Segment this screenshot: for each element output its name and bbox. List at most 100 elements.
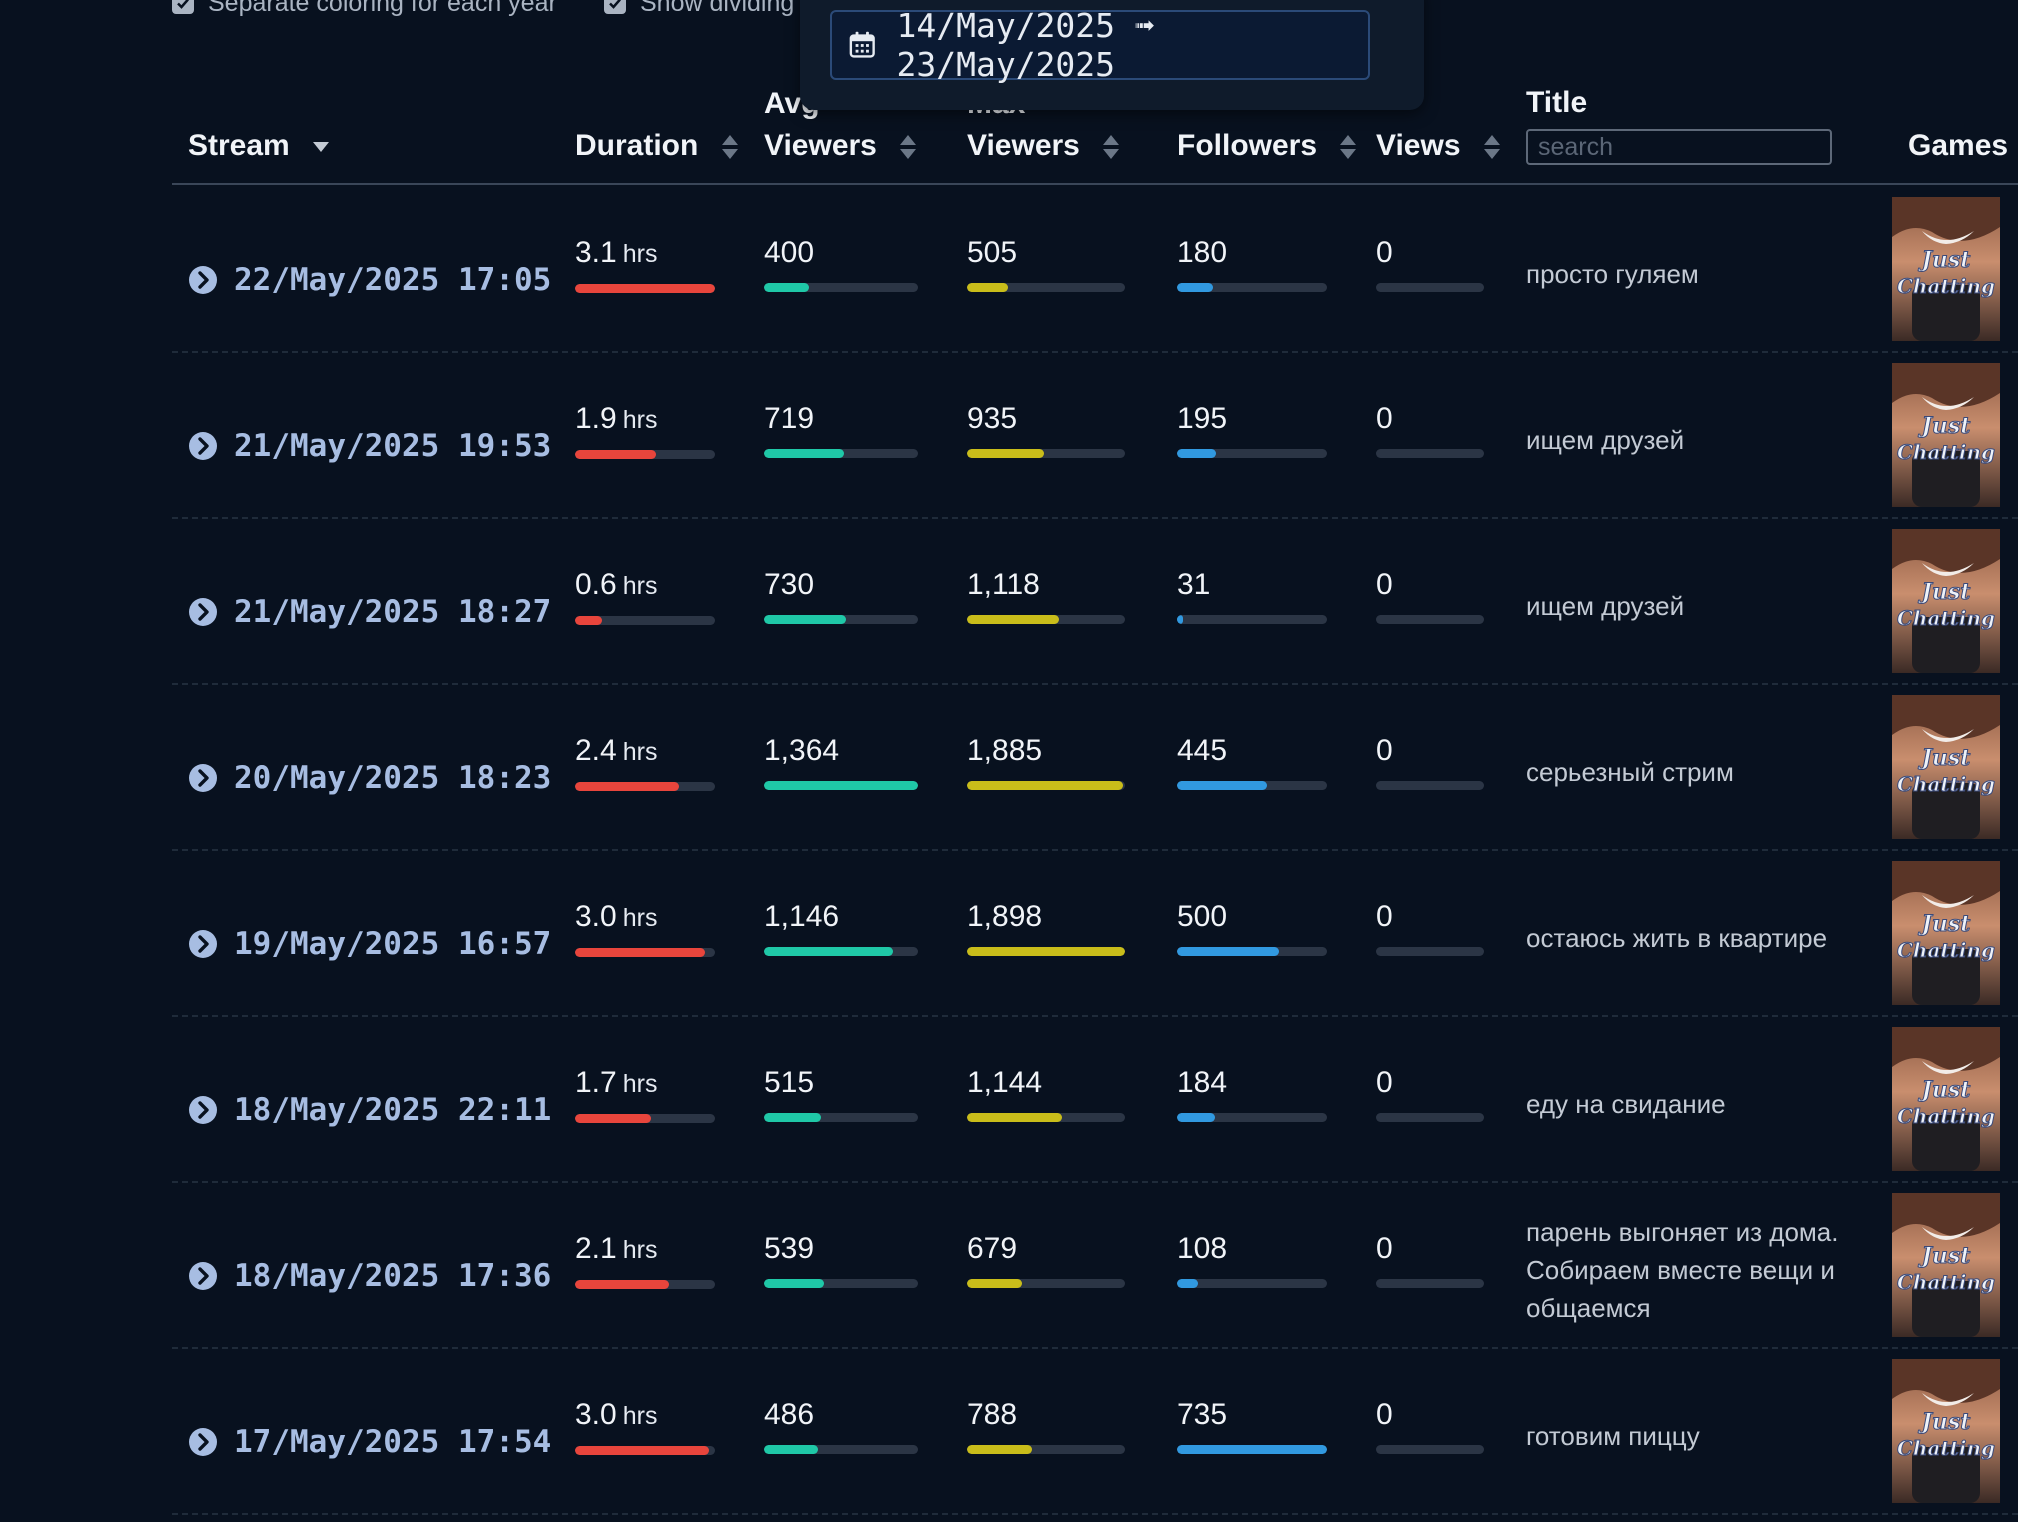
stream-date-link[interactable]: 21/May/2025 18:27	[234, 594, 552, 630]
table-row[interactable]: 20/May/2025 18:23 2.4 hrs 1,364 1,885 445 0 сер…	[172, 685, 2018, 851]
game-logo-text: Chatting	[1897, 274, 1995, 298]
date-range-picker[interactable]: 14/May/2025 ➟ 23/May/2025	[830, 6, 1370, 84]
stream-title: просто гуляем	[1526, 259, 1699, 289]
sort-icon[interactable]	[1483, 134, 1501, 160]
duration-bar	[575, 284, 715, 293]
game-logo-text: Chatting	[1897, 440, 1995, 464]
sort-desc-icon[interactable]	[312, 141, 330, 153]
sort-icon[interactable]	[1339, 134, 1357, 160]
table-row[interactable]: 22/May/2025 17:05 3.1 hrs 400 505 180 0 просто …	[172, 187, 2018, 353]
row-divider	[172, 849, 2018, 851]
stream-title: остаюсь жить в квартире	[1526, 923, 1828, 953]
column-header-views[interactable]: Views	[1376, 125, 1501, 167]
column-header-games[interactable]: Games	[1908, 125, 2018, 167]
game-thumbnail[interactable]: Just Chatting	[1892, 1359, 2000, 1503]
game-thumbnail[interactable]: Just Chatting	[1892, 529, 2000, 673]
game-logo-text: Just	[1918, 247, 1971, 273]
views-value: 0	[1376, 734, 1393, 767]
avg-bar	[764, 1445, 918, 1454]
sort-icon[interactable]	[721, 134, 739, 160]
stream-cell[interactable]: 21/May/2025 18:27	[188, 594, 551, 630]
stream-cell[interactable]: 20/May/2025 18:23	[188, 760, 551, 796]
expand-row-icon[interactable]	[188, 1261, 218, 1291]
show-dividing-option[interactable]: Show dividing	[604, 0, 794, 18]
sort-icon[interactable]	[899, 134, 917, 160]
duration-value: 2.1	[575, 1232, 617, 1265]
table-row[interactable]: 21/May/2025 18:27 0.6 hrs 730 1,118 31 0 ищем д…	[172, 519, 2018, 685]
stream-date-link[interactable]: 20/May/2025 18:23	[234, 760, 552, 796]
column-header-stream[interactable]: Stream	[188, 125, 330, 167]
title-search-input[interactable]	[1526, 129, 1832, 165]
game-logo-text: Just	[1918, 1243, 1971, 1269]
table-row[interactable]: 19/May/2025 16:57 3.0 hrs 1,146 1,898 500 0 ост…	[172, 851, 2018, 1017]
separate-coloring-option[interactable]: Separate coloring for each year	[172, 0, 557, 18]
sort-icon[interactable]	[1102, 134, 1120, 160]
checkbox-checked-icon[interactable]	[172, 0, 194, 14]
table-row[interactable]: 18/May/2025 22:11 1.7 hrs 515 1,144 184 0 еду н…	[172, 1017, 2018, 1183]
game-thumbnail[interactable]: Just Chatting	[1892, 1193, 2000, 1337]
avg-bar-fill	[764, 947, 894, 956]
views-bar	[1376, 1113, 1484, 1122]
max-bar	[967, 781, 1125, 790]
max-cell: 1,118	[967, 565, 1125, 624]
game-thumbnail[interactable]: Just Chatting	[1892, 197, 2000, 341]
max-value: 505	[967, 236, 1018, 269]
game-thumbnail[interactable]: Just Chatting	[1892, 1027, 2000, 1171]
views-bar	[1376, 615, 1484, 624]
followers-value: 108	[1177, 1232, 1228, 1265]
avg-value: 1,364	[764, 734, 840, 767]
max-cell: 935	[967, 399, 1125, 458]
followers-bar-fill	[1177, 947, 1279, 956]
game-thumbnail[interactable]: Just Chatting	[1892, 363, 2000, 507]
stream-date-link[interactable]: 17/May/2025 17:54	[234, 1424, 552, 1460]
expand-row-icon[interactable]	[188, 431, 218, 461]
stream-date-link[interactable]: 18/May/2025 22:11	[234, 1092, 552, 1128]
table-row[interactable]: 18/May/2025 17:36 2.1 hrs 539 679 108 0 парень …	[172, 1183, 2018, 1349]
game-logo-text: Just	[1918, 1409, 1971, 1435]
max-viewers-header-label: Viewers	[967, 129, 1080, 162]
stream-cell[interactable]: 22/May/2025 17:05	[188, 262, 551, 298]
followers-value: 735	[1177, 1398, 1228, 1431]
max-bar-fill	[967, 1113, 1062, 1122]
stream-date-link[interactable]: 22/May/2025 17:05	[234, 262, 552, 298]
stream-cell[interactable]: 18/May/2025 17:36	[188, 1258, 551, 1294]
table-row[interactable]: 17/May/2025 17:54 3.0 hrs 486 788 735 0 готовим…	[172, 1349, 2018, 1515]
max-bar	[967, 283, 1125, 292]
column-header-followers[interactable]: Followers	[1177, 125, 1357, 167]
duration-value: 3.0	[575, 900, 617, 933]
stream-title: ищем друзей	[1526, 591, 1685, 621]
stream-cell[interactable]: 17/May/2025 17:54	[188, 1424, 551, 1460]
games-header-label: Games	[1908, 129, 2009, 162]
expand-row-icon[interactable]	[188, 1427, 218, 1457]
expand-row-icon[interactable]	[188, 265, 218, 295]
table-row[interactable]: 21/May/2025 19:53 1.9 hrs 719 935 195 0 ищем др…	[172, 353, 2018, 519]
stream-cell[interactable]: 18/May/2025 22:11	[188, 1092, 551, 1128]
followers-bar	[1177, 449, 1327, 458]
expand-row-icon[interactable]	[188, 1095, 218, 1125]
stream-cell[interactable]: 19/May/2025 16:57	[188, 926, 551, 962]
duration-cell: 0.6 hrs	[575, 565, 715, 625]
stream-cell[interactable]: 21/May/2025 19:53	[188, 428, 551, 464]
max-value: 935	[967, 402, 1018, 435]
stream-date-link[interactable]: 21/May/2025 19:53	[234, 428, 552, 464]
max-bar	[967, 615, 1125, 624]
column-header-duration[interactable]: Duration	[575, 125, 739, 167]
stream-date-link[interactable]: 19/May/2025 16:57	[234, 926, 552, 962]
followers-value: 195	[1177, 402, 1228, 435]
row-divider	[172, 683, 2018, 685]
max-value: 788	[967, 1398, 1018, 1431]
expand-row-icon[interactable]	[188, 929, 218, 959]
views-value: 0	[1376, 1398, 1393, 1431]
stream-date-link[interactable]: 18/May/2025 17:36	[234, 1258, 552, 1294]
duration-header-label: Duration	[575, 129, 699, 162]
stream-title: парень выгоняет из дома. Собираем вместе…	[1526, 1217, 1839, 1323]
views-cell: 0	[1376, 399, 1484, 458]
game-thumbnail[interactable]: Just Chatting	[1892, 861, 2000, 1005]
checkbox-checked-icon[interactable]	[604, 0, 626, 14]
expand-row-icon[interactable]	[188, 763, 218, 793]
game-thumbnail[interactable]: Just Chatting	[1892, 695, 2000, 839]
duration-cell: 2.4 hrs	[575, 731, 715, 791]
duration-bar-fill	[575, 1446, 710, 1455]
duration-bar	[575, 1280, 715, 1289]
expand-row-icon[interactable]	[188, 597, 218, 627]
